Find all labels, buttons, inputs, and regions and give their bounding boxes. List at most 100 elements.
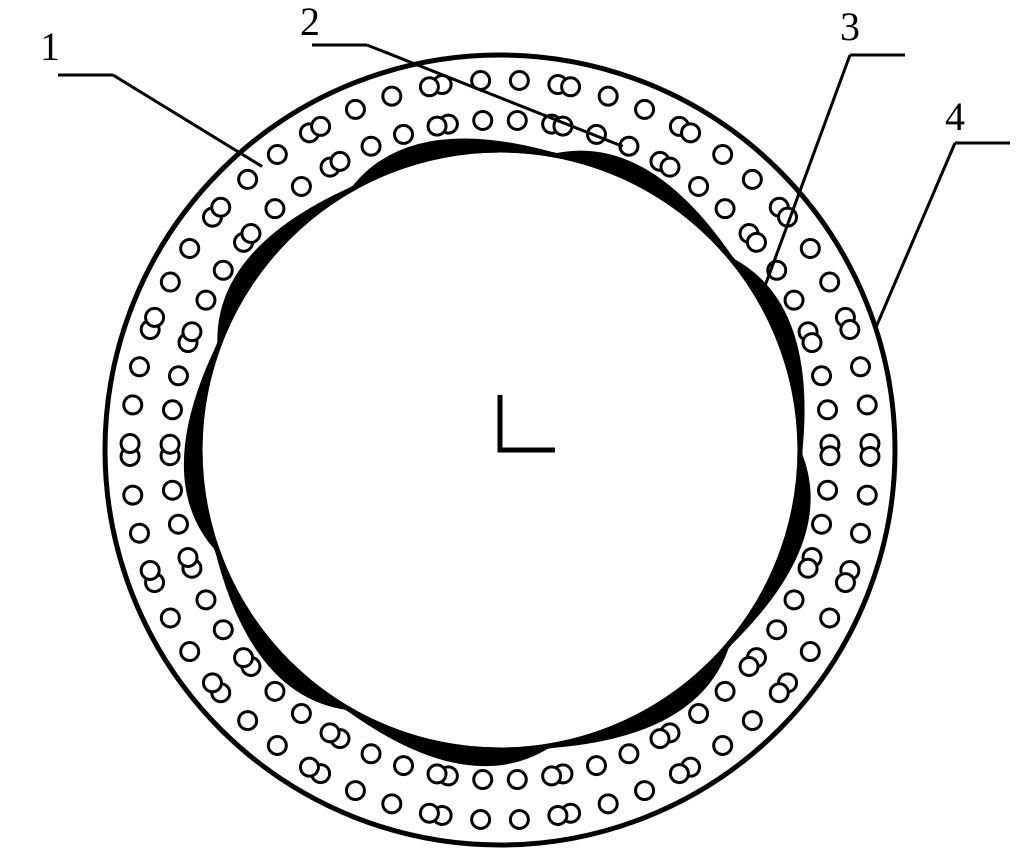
ring-dot — [212, 198, 230, 216]
ring-dot — [266, 682, 284, 700]
ring-dot — [161, 435, 179, 453]
ring-dot — [819, 481, 837, 499]
ring-dot — [510, 810, 528, 828]
ring-dot — [292, 705, 310, 723]
ring-dot — [836, 574, 854, 592]
ring-dot — [161, 609, 179, 627]
ring-dot — [819, 401, 837, 419]
ring-dot — [130, 524, 148, 542]
ring-dot — [599, 87, 617, 105]
ring-dot — [474, 771, 492, 789]
ring-dot — [510, 72, 528, 90]
ring-dot — [858, 396, 876, 414]
ring-dot — [474, 111, 492, 129]
ring-dot — [169, 515, 187, 533]
ring-dot — [716, 200, 734, 218]
ring-dot — [383, 795, 401, 813]
ring-dot — [163, 481, 181, 499]
ring-dot — [362, 745, 380, 763]
label-3: 3 — [840, 4, 860, 49]
ring-dot — [428, 117, 446, 135]
ring-dot — [183, 323, 201, 341]
ring-dot — [130, 358, 148, 376]
ring-dot — [179, 548, 197, 566]
ring-dot — [268, 146, 286, 164]
ring-dot — [861, 447, 879, 465]
ring-dot — [242, 225, 260, 243]
ring-dot — [161, 273, 179, 291]
ring-dot — [740, 657, 758, 675]
ring-dot — [841, 321, 859, 339]
ring-dot — [321, 724, 339, 742]
ring-dot — [395, 125, 413, 143]
ring-dot — [803, 334, 821, 352]
ring-dot — [714, 736, 732, 754]
ring-dot — [852, 358, 870, 376]
ring-dot — [799, 559, 817, 577]
ring-dot — [197, 591, 215, 609]
ring-dot — [636, 100, 654, 118]
label-2: 2 — [300, 0, 320, 44]
ring-dot — [268, 736, 286, 754]
ring-dot — [801, 643, 819, 661]
ring-dot — [346, 100, 364, 118]
ring-dot — [239, 712, 257, 730]
ring-dot — [743, 712, 761, 730]
ring-dot — [770, 684, 788, 702]
ring-dot — [801, 239, 819, 257]
ring-dot — [821, 609, 839, 627]
ring-dot — [620, 745, 638, 763]
ring-dot — [146, 308, 164, 326]
ring-dot — [197, 291, 215, 309]
ring-dot — [472, 810, 490, 828]
ring-dot — [690, 705, 708, 723]
ring-dot — [163, 401, 181, 419]
label-1: 1 — [40, 24, 60, 69]
ring-dot — [214, 261, 232, 279]
ring-dot — [395, 757, 413, 775]
ring-dot — [292, 177, 310, 195]
ring-dot — [346, 782, 364, 800]
ring-dot — [785, 291, 803, 309]
ring-dot — [362, 137, 380, 155]
ring-dot — [670, 765, 688, 783]
ring-dot — [858, 486, 876, 504]
ring-dot — [543, 767, 561, 785]
ring-dot — [203, 674, 221, 692]
ring-dot — [124, 486, 142, 504]
ring-dot — [300, 758, 318, 776]
ring-dot — [813, 367, 831, 385]
ring-dot — [383, 87, 401, 105]
ring-dot — [651, 730, 669, 748]
ring-dot — [587, 757, 605, 775]
ring-dot — [331, 152, 349, 170]
ring-dot — [852, 524, 870, 542]
ring-dot — [181, 239, 199, 257]
ring-dot — [716, 682, 734, 700]
ring-dot — [682, 124, 700, 142]
ring-dot — [312, 117, 330, 135]
ring-dot — [235, 649, 253, 667]
ring-dot — [181, 643, 199, 661]
ring-dot — [420, 804, 438, 822]
label-4: 4 — [945, 94, 965, 139]
ring-dot — [266, 200, 284, 218]
ring-dot — [768, 621, 786, 639]
ring-dot — [821, 273, 839, 291]
ring-dot — [743, 170, 761, 188]
ring-dot — [562, 78, 580, 96]
ring-dot — [508, 771, 526, 789]
ring-dot — [747, 233, 765, 251]
ring-dot — [169, 367, 187, 385]
ring-dot — [785, 591, 803, 609]
ring-dot — [508, 111, 526, 129]
ring-dot — [599, 795, 617, 813]
ring-dot — [690, 177, 708, 195]
ring-dot — [549, 806, 567, 824]
ring-dot — [121, 435, 139, 453]
ring-dot — [813, 515, 831, 533]
ring-dot — [124, 396, 142, 414]
ring-dot — [239, 170, 257, 188]
ring-dot — [420, 78, 438, 96]
ring-dot — [214, 621, 232, 639]
